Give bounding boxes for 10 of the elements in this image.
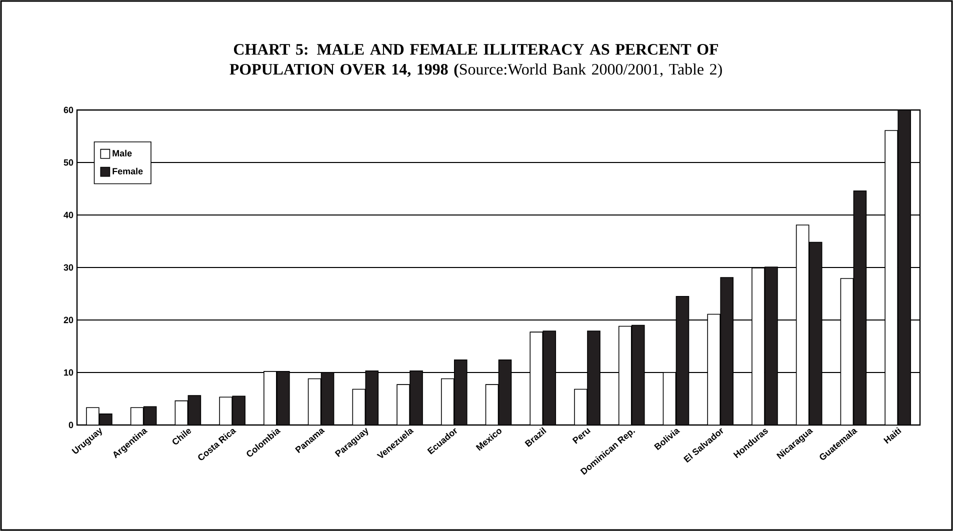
y-tick-label: 60 bbox=[64, 106, 74, 114]
y-tick-label: 20 bbox=[64, 316, 74, 324]
y-tick-label: 10 bbox=[64, 369, 74, 376]
legend-label: Male bbox=[112, 150, 132, 156]
y-tick-label: 30 bbox=[64, 264, 74, 271]
y-tick-label: 40 bbox=[64, 212, 74, 218]
chart-title: CHART 5: MALE AND FEMALE ILLITERACY AS PERCENT OF POPULATION OVER 14, 1998 (Source:World Bank 2000/2001, Table 2) bbox=[230, 44, 722, 78]
legend-label: Female bbox=[112, 168, 143, 174]
y-tick-label: 50 bbox=[64, 159, 74, 166]
y-tick-label: 0 bbox=[68, 422, 74, 428]
